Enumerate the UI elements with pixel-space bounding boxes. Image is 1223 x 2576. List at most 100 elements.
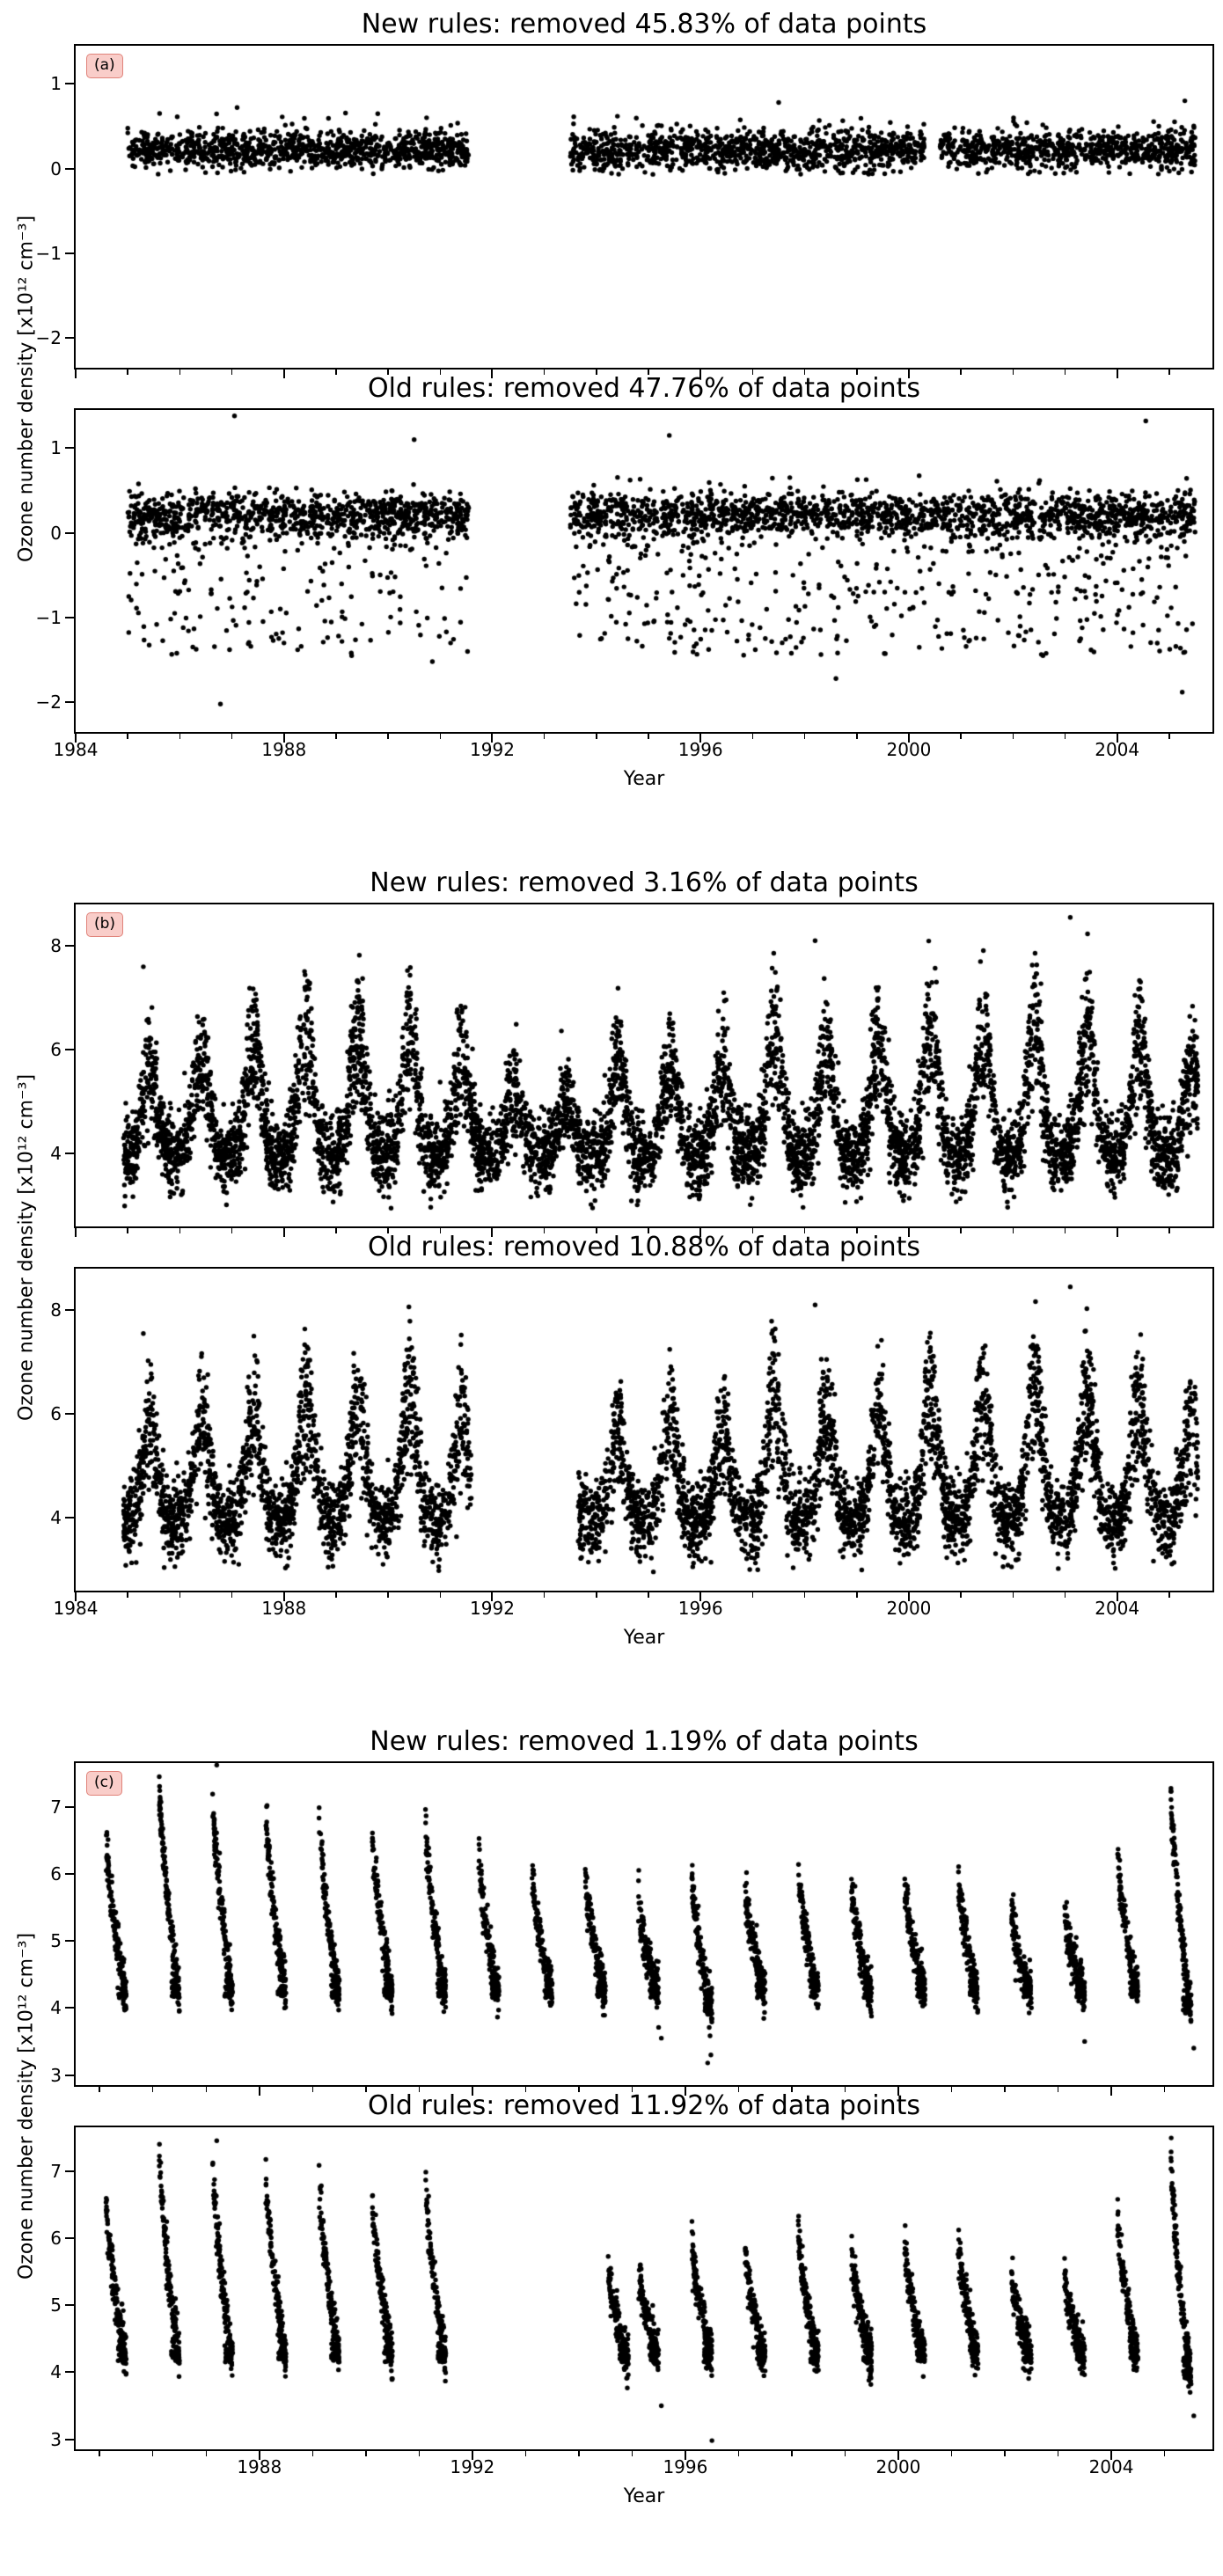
plot-title-new-rules-b: New rules: removed 3.16% of data points — [370, 867, 919, 898]
x-minor-tick-mark — [179, 370, 181, 375]
x-minor-tick-mark — [856, 1592, 858, 1598]
x-minor-tick-mark — [803, 1228, 806, 1233]
x-tick-label: 2000 — [875, 2456, 921, 2477]
x-minor-tick-mark — [648, 1228, 649, 1233]
y-tick-mark — [65, 1940, 74, 1943]
x-tick-mark — [1116, 734, 1118, 743]
panel-label-c: (c) — [86, 1771, 122, 1796]
x-minor-tick-mark — [596, 370, 597, 375]
plot-title-new-rules-a: New rules: removed 45.83% of data points — [361, 9, 927, 40]
y-tick-label: 6 — [50, 1039, 62, 1061]
x-minor-tick-mark — [365, 2451, 367, 2456]
y-tick-mark — [65, 337, 74, 340]
x-minor-tick-mark — [1057, 2087, 1059, 2092]
x-tick-mark — [282, 734, 285, 743]
x-tick-mark — [699, 1228, 702, 1237]
x-tick-mark — [258, 2087, 260, 2096]
x-tick-mark — [907, 1592, 910, 1601]
x-minor-tick-mark — [950, 2451, 953, 2456]
x-minor-tick-mark — [99, 2087, 100, 2092]
x-minor-tick-mark — [1012, 1592, 1014, 1598]
y-tick-label: 0 — [50, 522, 62, 544]
x-minor-tick-mark — [1064, 1592, 1066, 1598]
figure-panel-c: Ozone number density [x10¹² cm⁻³] New ru… — [0, 1717, 1223, 2576]
x-tick-mark — [491, 1592, 494, 1601]
scatter-plot-b-old: 8 6 4 1984 1988 1992 1996 2000 2004 — [50, 1267, 1214, 1619]
y-tick-label: 5 — [50, 2294, 62, 2316]
x-minor-tick-mark — [631, 2087, 633, 2092]
x-tick-label: 1988 — [261, 1598, 307, 1619]
y-tick-label: −2 — [35, 327, 62, 349]
scatter-points-canvas — [76, 46, 1212, 368]
x-axis-label: Year — [623, 768, 665, 790]
x-minor-tick-mark — [127, 734, 128, 739]
y-tick-mark — [65, 531, 74, 534]
y-tick-mark — [65, 2236, 74, 2239]
x-tick-mark — [699, 734, 702, 743]
x-minor-tick-mark — [803, 734, 806, 739]
scatter-points-canvas — [76, 1763, 1212, 2085]
x-minor-tick-mark — [950, 2087, 953, 2092]
y-tick-mark — [65, 2304, 74, 2307]
x-tick-mark — [75, 734, 77, 743]
figure-b-inner: New rules: removed 3.16% of data points … — [50, 864, 1214, 1650]
scatter-plot-b-new: (b) 8 6 4 — [50, 903, 1214, 1237]
x-minor-tick-mark — [439, 370, 442, 375]
y-tick-label: 6 — [50, 1403, 62, 1425]
x-minor-tick-mark — [231, 370, 233, 375]
x-minor-tick-mark — [803, 370, 806, 375]
x-minor-tick-mark — [960, 734, 962, 739]
x-minor-tick-mark — [127, 370, 128, 375]
y-tick-mark — [65, 2074, 74, 2076]
x-minor-tick-mark — [648, 370, 649, 375]
y-tick-mark — [65, 1309, 74, 1312]
panel-label-a: (a) — [86, 54, 123, 78]
x-minor-tick-mark — [335, 1228, 337, 1233]
scatter-plot-a-new: (a) 1 0 −1 −2 — [36, 44, 1214, 378]
y-tick-label: 7 — [50, 2160, 62, 2182]
x-minor-tick-mark — [803, 1592, 806, 1598]
y-tick-label: −1 — [35, 606, 62, 628]
x-minor-tick-mark — [596, 1592, 597, 1598]
x-minor-tick-mark — [791, 2451, 793, 2456]
x-minor-tick-mark — [960, 370, 962, 375]
y-tick-label: 4 — [50, 1997, 62, 2019]
x-tick-label: 1988 — [261, 739, 307, 760]
x-minor-tick-mark — [737, 2451, 740, 2456]
x-minor-tick-mark — [231, 1228, 233, 1233]
y-tick-label: −1 — [35, 242, 62, 264]
x-minor-tick-mark — [856, 1228, 858, 1233]
x-minor-tick-mark — [99, 2451, 100, 2456]
x-axis-label: Year — [623, 2485, 665, 2507]
x-minor-tick-mark — [960, 1592, 962, 1598]
y-tick-mark — [65, 2170, 74, 2172]
x-minor-tick-mark — [648, 734, 649, 739]
panel-label-b: (b) — [86, 912, 124, 937]
y-tick-label: 8 — [50, 1299, 62, 1321]
x-minor-tick-mark — [365, 2087, 367, 2092]
y-tick-mark — [65, 1805, 74, 1808]
x-minor-tick-mark — [524, 2087, 527, 2092]
x-minor-tick-mark — [648, 1592, 649, 1598]
x-tick-mark — [684, 2087, 686, 2096]
x-minor-tick-mark — [205, 2451, 207, 2456]
x-minor-tick-mark — [751, 1592, 754, 1598]
x-minor-tick-mark — [439, 734, 442, 739]
x-minor-tick-mark — [1057, 2451, 1059, 2456]
x-tick-mark — [471, 2087, 473, 2096]
x-minor-tick-mark — [791, 2087, 793, 2092]
scatter-points-canvas — [76, 410, 1212, 732]
x-minor-tick-mark — [1064, 734, 1066, 739]
x-minor-tick-mark — [179, 1228, 181, 1233]
x-minor-tick-mark — [1004, 2451, 1006, 2456]
x-minor-tick-mark — [127, 1228, 128, 1233]
x-minor-tick-mark — [335, 734, 337, 739]
x-minor-tick-mark — [960, 1228, 962, 1233]
x-minor-tick-mark — [205, 2087, 207, 2092]
x-minor-tick-mark — [439, 1228, 442, 1233]
y-tick-mark — [65, 616, 74, 618]
x-minor-tick-mark — [844, 2087, 846, 2092]
x-minor-tick-mark — [543, 734, 546, 739]
scatter-points-canvas — [76, 2127, 1212, 2449]
x-tick-mark — [471, 2451, 473, 2460]
